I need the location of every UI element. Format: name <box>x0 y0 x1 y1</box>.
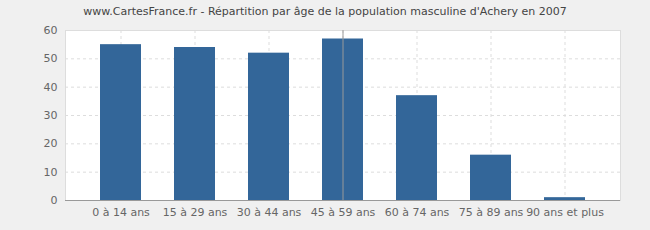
svg-text:0 à 14 ans: 0 à 14 ans <box>92 206 150 219</box>
svg-text:60 à 74 ans: 60 à 74 ans <box>385 206 450 219</box>
svg-text:60: 60 <box>44 24 58 37</box>
svg-text:20: 20 <box>44 137 58 150</box>
svg-text:45 à 59 ans: 45 à 59 ans <box>311 206 376 219</box>
svg-text:30 à 44 ans: 30 à 44 ans <box>237 206 302 219</box>
svg-text:75 à 89 ans: 75 à 89 ans <box>459 206 524 219</box>
svg-text:15 à 29 ans: 15 à 29 ans <box>163 206 228 219</box>
svg-text:0: 0 <box>51 194 58 207</box>
svg-text:10: 10 <box>44 166 58 179</box>
svg-text:30: 30 <box>44 109 58 122</box>
svg-text:50: 50 <box>44 52 58 65</box>
html-text:www.CartesFrance.fr - Répartit: www.CartesFrance.fr - Répartition par âg… <box>83 5 567 18</box>
svg-text:90 ans et plus: 90 ans et plus <box>526 206 604 219</box>
svg-text:40: 40 <box>44 81 58 94</box>
